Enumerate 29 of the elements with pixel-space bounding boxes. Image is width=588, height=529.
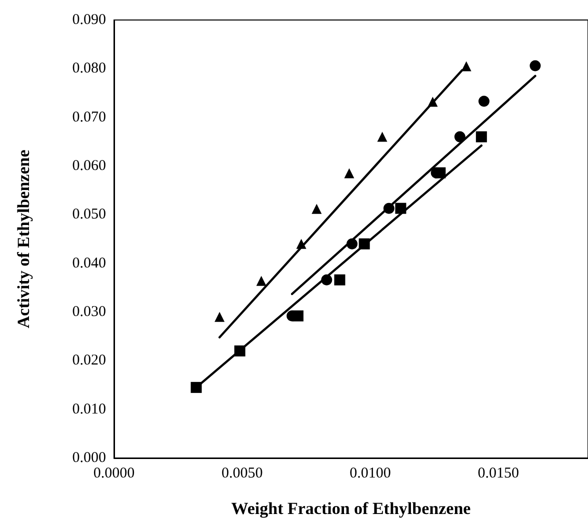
y-tick-label: 0.040 bbox=[72, 255, 106, 272]
y-tick-label: 0.030 bbox=[72, 304, 106, 320]
point bbox=[461, 61, 472, 72]
y-tick-label: 0.080 bbox=[72, 60, 106, 77]
y-tick-label: 0.000 bbox=[72, 450, 106, 466]
y-tick-label: 0.070 bbox=[72, 109, 106, 126]
point bbox=[256, 276, 266, 286]
point bbox=[454, 131, 466, 142]
y-tick-label: 0.060 bbox=[72, 158, 106, 174]
y-tick-label: 0.090 bbox=[72, 12, 106, 28]
x-tick-label: 0.0100 bbox=[350, 466, 391, 482]
point bbox=[334, 274, 346, 286]
y-tick-label: 0.010 bbox=[72, 401, 106, 418]
point bbox=[344, 168, 354, 178]
x-tick-label: 0.0000 bbox=[93, 466, 135, 482]
x-axis-title: Weight Fraction of Ethylbenzene bbox=[231, 499, 472, 518]
y-axis-title: Activity of Ethylbenzene bbox=[14, 149, 33, 328]
point bbox=[292, 310, 304, 322]
point bbox=[434, 167, 446, 178]
point bbox=[476, 131, 487, 142]
x-tick-label: 0.0150 bbox=[478, 466, 519, 482]
x-tick-label: 0.0050 bbox=[221, 466, 263, 482]
point bbox=[530, 60, 541, 72]
point bbox=[214, 312, 225, 322]
point bbox=[377, 132, 388, 142]
y-tick-label: 0.020 bbox=[72, 352, 106, 369]
point bbox=[478, 96, 490, 107]
y-tick-label: 0.050 bbox=[72, 206, 106, 223]
point bbox=[312, 204, 322, 214]
